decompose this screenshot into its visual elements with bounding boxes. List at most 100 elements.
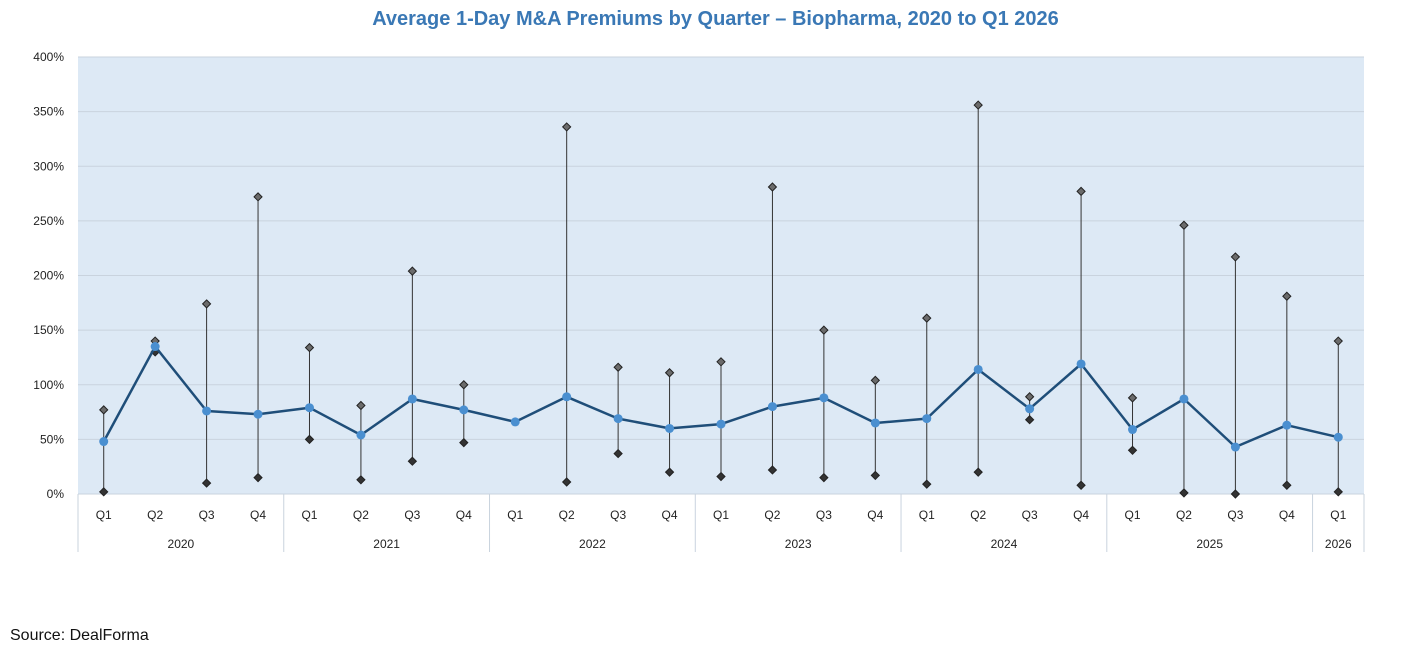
y-tick-label: 400% bbox=[33, 50, 64, 64]
x-tick-label: Q2 bbox=[970, 508, 986, 522]
x-tick-label: Q4 bbox=[867, 508, 883, 522]
high-marker bbox=[99, 405, 109, 415]
y-tick-label: 100% bbox=[33, 378, 64, 392]
high-marker bbox=[1179, 220, 1189, 230]
average-point bbox=[510, 417, 520, 427]
low-marker bbox=[767, 465, 778, 475]
average-point bbox=[613, 414, 623, 424]
year-label: 2024 bbox=[991, 537, 1018, 551]
y-tick-label: 350% bbox=[33, 105, 64, 119]
low-marker bbox=[253, 472, 263, 483]
year-label: 2020 bbox=[168, 537, 195, 551]
high-marker bbox=[1230, 252, 1241, 262]
low-marker bbox=[1127, 445, 1138, 456]
year-label: 2023 bbox=[785, 537, 812, 551]
x-tick-label: Q2 bbox=[353, 508, 369, 522]
y-tick-label: 50% bbox=[40, 432, 64, 446]
x-tick-label: Q4 bbox=[456, 508, 472, 522]
low-marker bbox=[99, 487, 109, 497]
high-marker bbox=[459, 380, 469, 390]
y-tick-label: 150% bbox=[33, 323, 64, 337]
x-tick-label: Q4 bbox=[1279, 508, 1295, 522]
x-tick-label: Q2 bbox=[764, 508, 780, 522]
low-marker bbox=[664, 467, 675, 477]
y-tick-label: 200% bbox=[33, 269, 64, 283]
average-point bbox=[870, 418, 880, 428]
x-tick-label: Q3 bbox=[1022, 508, 1038, 522]
average-point bbox=[819, 393, 829, 403]
high-marker bbox=[973, 100, 983, 110]
high-marker bbox=[407, 266, 418, 276]
source-note: Source: DealForma bbox=[10, 627, 149, 644]
average-point bbox=[562, 392, 572, 402]
y-tick-label: 0% bbox=[47, 487, 65, 501]
x-tick-label: Q3 bbox=[404, 508, 420, 522]
y-tick-label: 250% bbox=[33, 214, 64, 228]
x-tick-label: Q2 bbox=[147, 508, 163, 522]
x-tick-label: Q3 bbox=[199, 508, 215, 522]
x-tick-label: Q3 bbox=[1227, 508, 1243, 522]
low-marker bbox=[716, 471, 726, 482]
year-label: 2022 bbox=[579, 537, 606, 551]
low-marker bbox=[561, 477, 572, 487]
average-point bbox=[356, 430, 366, 440]
x-tick-label: Q3 bbox=[816, 508, 832, 522]
low-marker bbox=[819, 472, 829, 483]
average-point bbox=[1282, 420, 1292, 430]
high-marker bbox=[1282, 291, 1292, 301]
low-marker bbox=[1179, 488, 1189, 498]
high-marker bbox=[870, 375, 881, 386]
chart-title: Average 1-Day M&A Premiums by Quarter – … bbox=[372, 8, 1059, 30]
average-point bbox=[1230, 442, 1240, 452]
average-point bbox=[767, 402, 777, 412]
low-marker bbox=[1024, 415, 1035, 425]
low-marker bbox=[870, 470, 881, 481]
x-tick-label: Q1 bbox=[1125, 508, 1141, 522]
high-marker bbox=[201, 299, 212, 309]
average-point bbox=[1128, 425, 1138, 435]
x-tick-label: Q1 bbox=[507, 508, 523, 522]
average-point bbox=[716, 419, 726, 429]
low-marker bbox=[613, 448, 623, 459]
high-marker bbox=[922, 313, 932, 323]
high-marker bbox=[1024, 392, 1035, 402]
x-tick-label: Q3 bbox=[610, 508, 626, 522]
high-marker bbox=[1127, 393, 1138, 403]
x-tick-label: Q2 bbox=[559, 508, 575, 522]
average-point bbox=[1179, 394, 1189, 404]
average-point bbox=[99, 437, 109, 447]
high-marker bbox=[716, 357, 726, 367]
high-marker bbox=[767, 182, 778, 192]
high-marker bbox=[664, 368, 675, 378]
year-label: 2025 bbox=[1196, 537, 1223, 551]
low-marker bbox=[459, 437, 469, 448]
low-marker bbox=[356, 475, 366, 485]
average-point bbox=[1076, 359, 1086, 369]
average-point bbox=[1333, 432, 1343, 442]
average-point bbox=[459, 405, 469, 415]
average-point bbox=[304, 403, 314, 413]
low-marker bbox=[407, 456, 418, 466]
average-point bbox=[202, 406, 212, 416]
x-tick-label: Q1 bbox=[1330, 508, 1346, 522]
x-tick-label: Q2 bbox=[1176, 508, 1192, 522]
low-marker bbox=[922, 479, 932, 489]
year-label: 2026 bbox=[1325, 537, 1352, 551]
low-marker bbox=[1333, 487, 1343, 497]
average-point bbox=[665, 423, 675, 433]
x-tick-label: Q4 bbox=[662, 508, 678, 522]
average-point bbox=[253, 409, 263, 419]
low-marker bbox=[201, 478, 212, 488]
low-marker bbox=[1076, 480, 1086, 490]
average-point bbox=[407, 394, 417, 404]
high-marker bbox=[1076, 186, 1086, 197]
low-marker bbox=[304, 434, 315, 445]
low-marker bbox=[1230, 489, 1241, 499]
average-point bbox=[922, 414, 932, 424]
x-tick-label: Q1 bbox=[301, 508, 317, 522]
high-marker bbox=[356, 400, 366, 411]
average-point bbox=[150, 342, 160, 352]
x-tick-label: Q4 bbox=[250, 508, 266, 522]
high-marker bbox=[561, 122, 572, 132]
low-marker bbox=[973, 467, 983, 477]
